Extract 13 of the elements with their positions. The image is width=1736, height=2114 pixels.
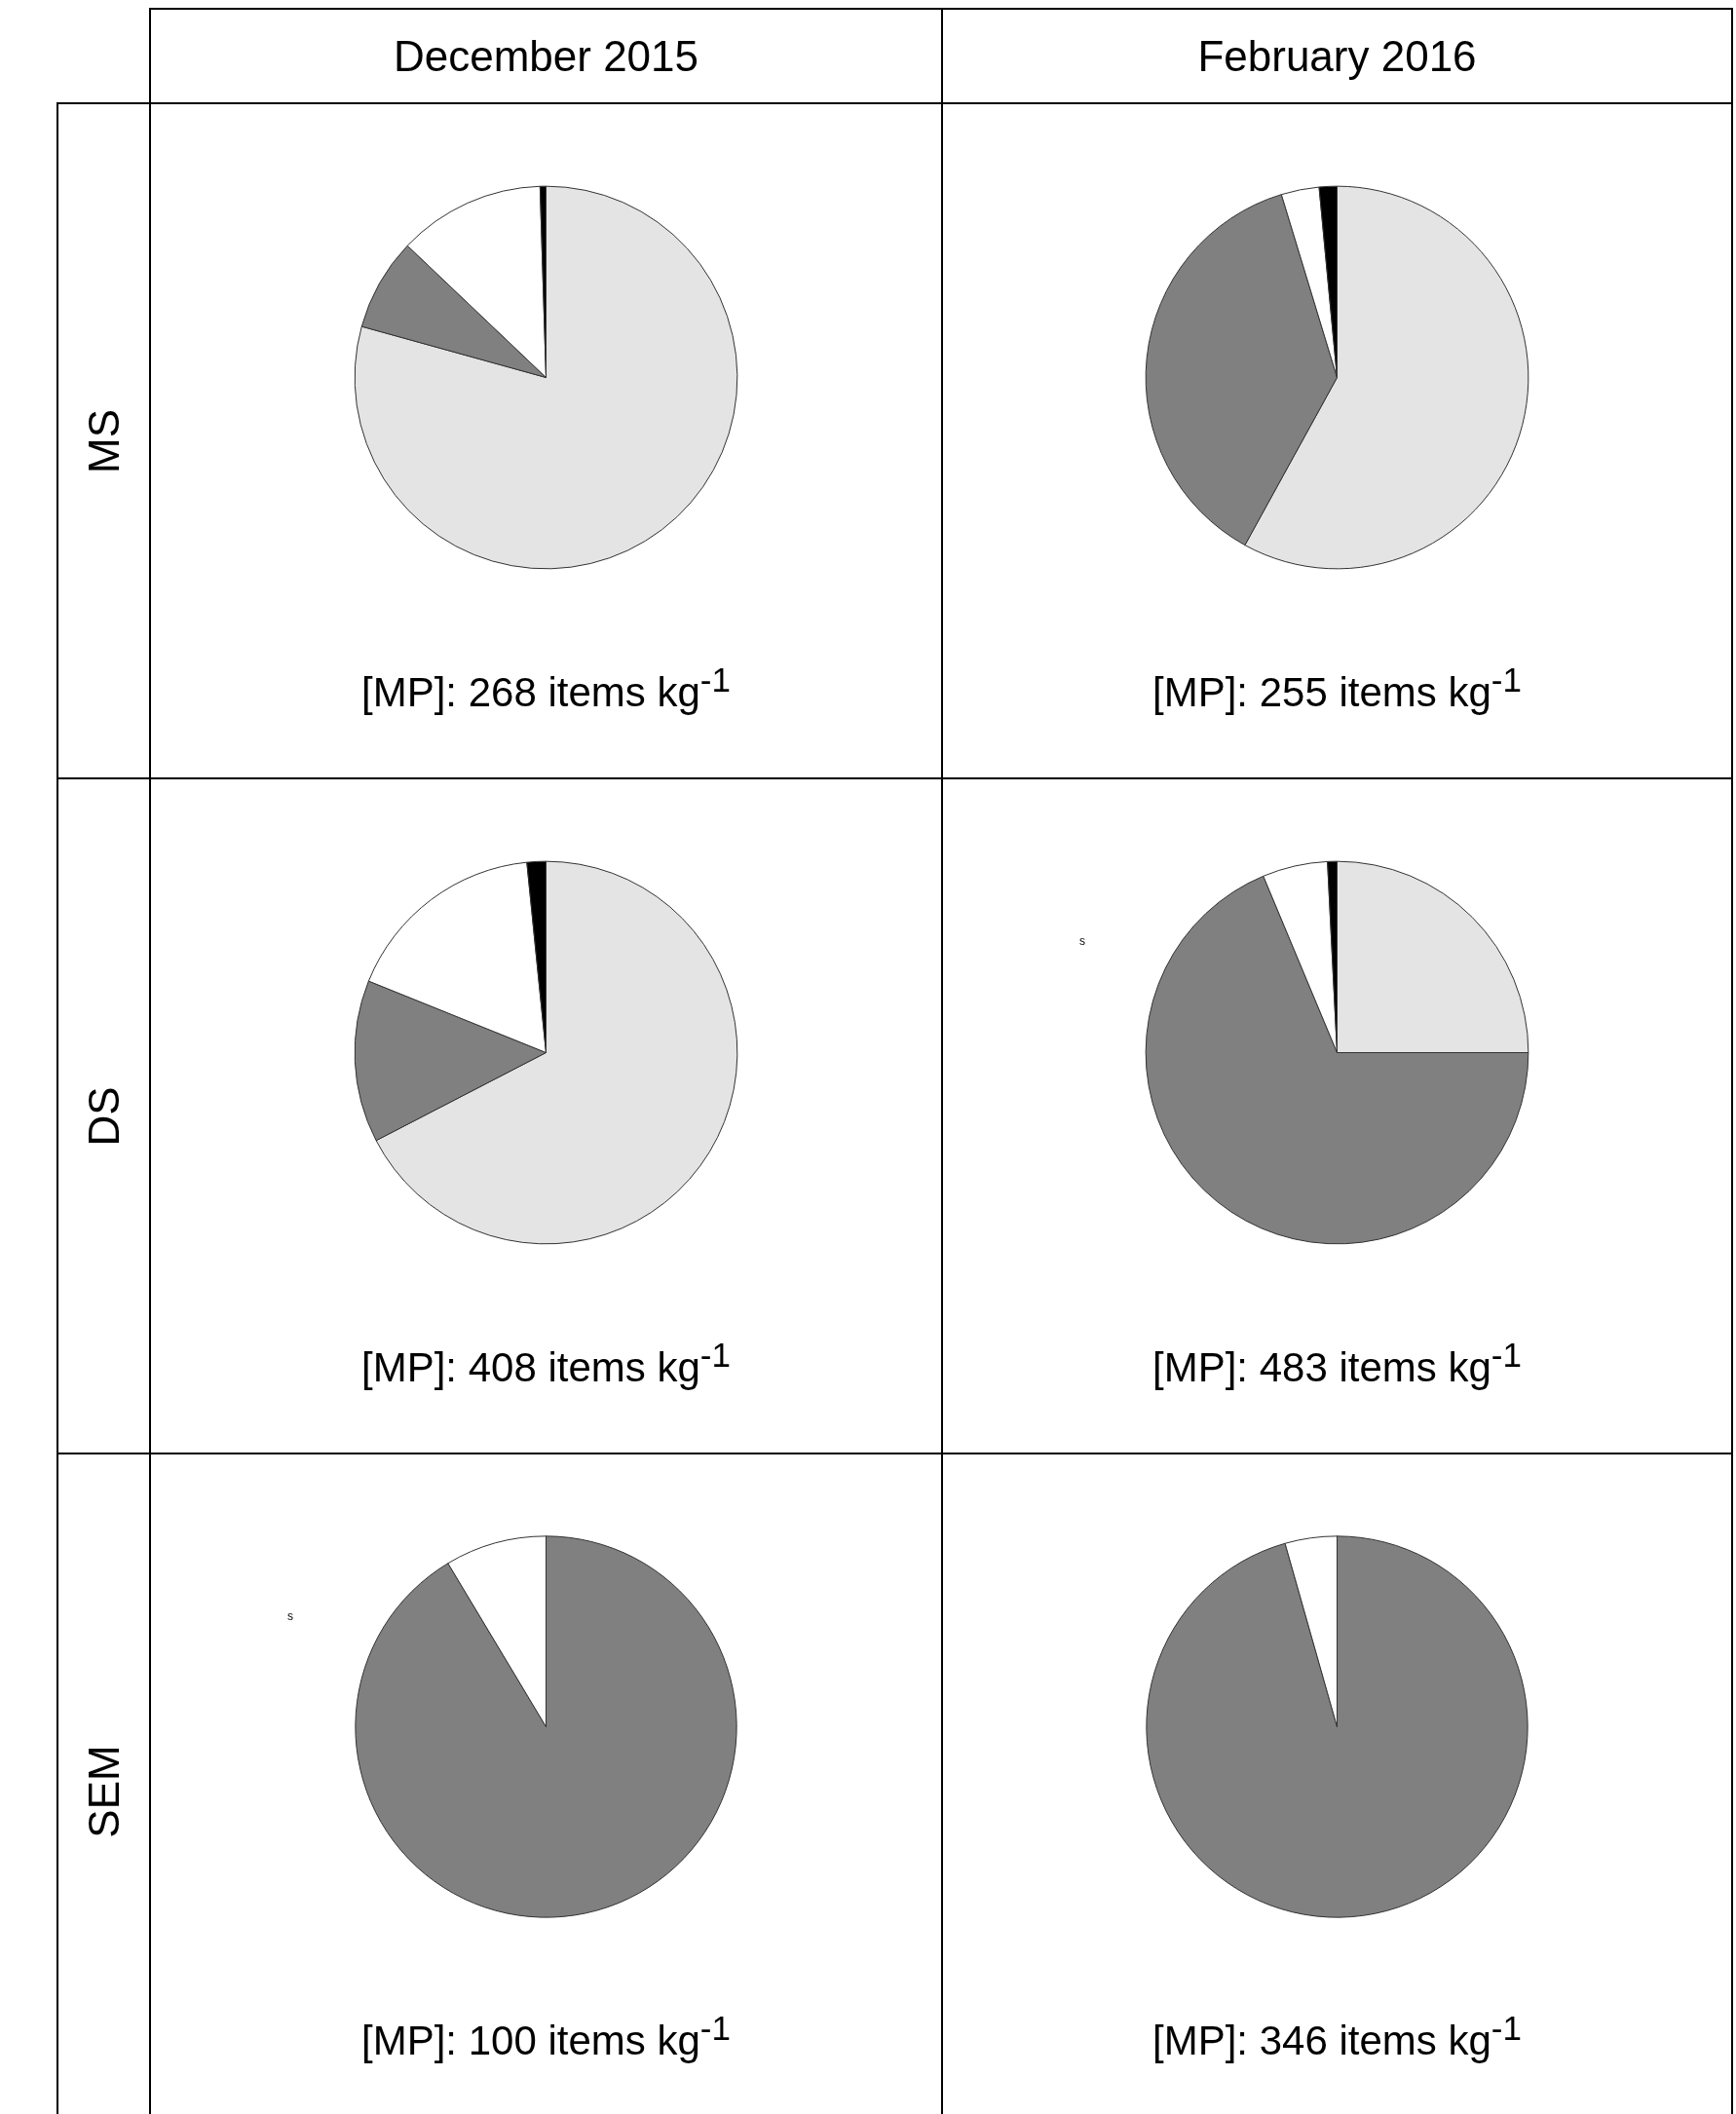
text: [MP]: 255 items kg$^{-1}$ [1151,661,1523,716]
chart-title: February 2016 [1197,31,1477,81]
chart-title: December 2015 [393,31,699,81]
text: SEM [79,1744,129,1838]
text: [MP]: 346 items kg$^{-1}$ [1151,2009,1523,2064]
text: DS [79,1085,129,1147]
text: MS [79,408,129,473]
text: [MP]: 408 items kg$^{-1}$ [360,1336,732,1391]
text: [MP]: 100 items kg$^{-1}$ [360,2009,732,2064]
text: [MP]: 483 items kg$^{-1}$ [1151,1336,1523,1391]
text: s [1079,934,1085,948]
text: [MP]: 268 items kg$^{-1}$ [360,661,732,716]
text: s [287,1609,293,1623]
